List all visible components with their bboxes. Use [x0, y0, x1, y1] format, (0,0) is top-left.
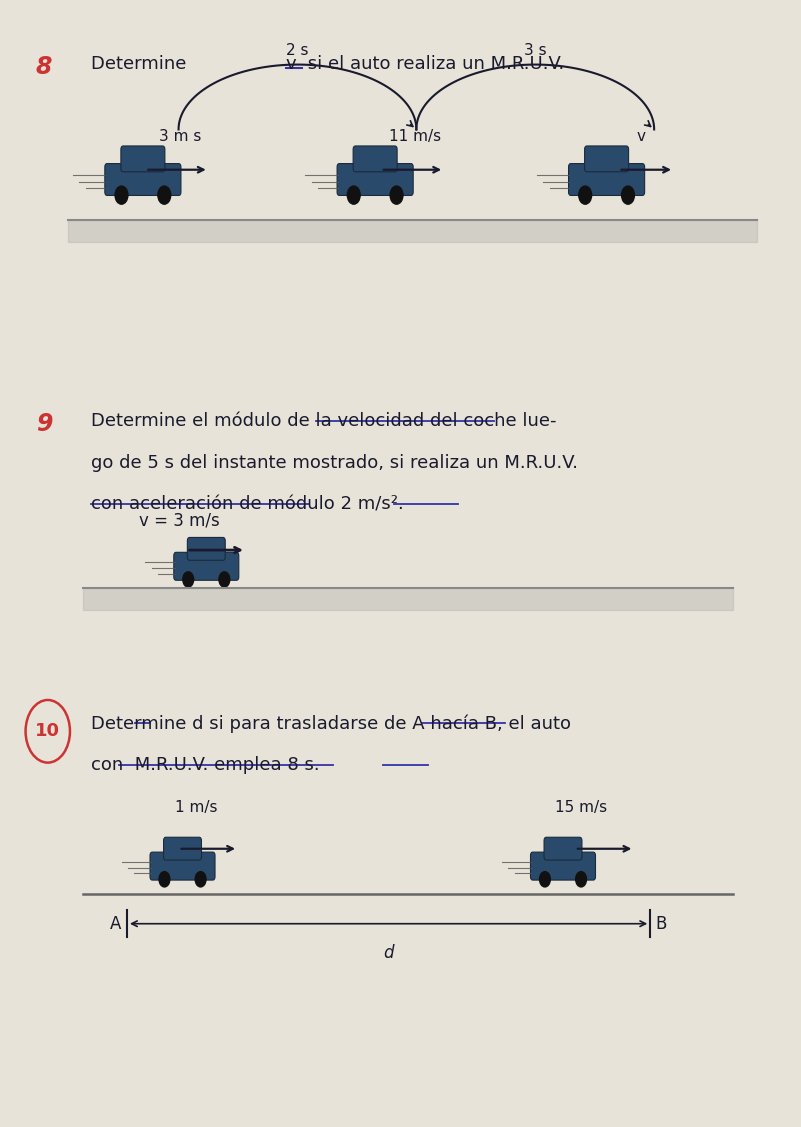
FancyBboxPatch shape [163, 837, 202, 860]
Text: si el auto realiza un M.R.U.V.: si el auto realiza un M.R.U.V. [302, 54, 565, 72]
Text: 10: 10 [35, 722, 60, 740]
Text: 8: 8 [36, 54, 52, 79]
Text: B: B [656, 915, 667, 933]
Circle shape [576, 871, 586, 887]
FancyBboxPatch shape [121, 147, 165, 171]
Text: v = 3 m/s: v = 3 m/s [139, 512, 219, 530]
Text: 3 s: 3 s [524, 43, 546, 57]
FancyBboxPatch shape [174, 552, 239, 580]
Circle shape [390, 186, 403, 204]
Circle shape [183, 571, 194, 587]
Text: Determine d si para trasladarse de A hacía B, el auto: Determine d si para trasladarse de A hac… [91, 715, 571, 733]
Text: go de 5 s del instante mostrado, si realiza un M.R.U.V.: go de 5 s del instante mostrado, si real… [91, 454, 578, 472]
Circle shape [579, 186, 592, 204]
FancyBboxPatch shape [353, 147, 397, 171]
Circle shape [159, 871, 170, 887]
Text: 3 m s: 3 m s [159, 128, 201, 144]
FancyBboxPatch shape [150, 852, 215, 880]
FancyBboxPatch shape [569, 163, 645, 195]
Text: Determine: Determine [91, 54, 192, 72]
Text: A: A [110, 915, 122, 933]
Text: 9: 9 [36, 412, 52, 436]
Circle shape [158, 186, 171, 204]
Text: 2 s: 2 s [286, 43, 308, 57]
Text: 11 m/s: 11 m/s [388, 128, 441, 144]
FancyBboxPatch shape [105, 163, 181, 195]
Text: d: d [384, 943, 394, 961]
Circle shape [219, 571, 230, 587]
Circle shape [622, 186, 634, 204]
Circle shape [115, 186, 128, 204]
Text: v: v [637, 128, 646, 144]
Text: v: v [286, 54, 296, 72]
Text: 15 m/s: 15 m/s [555, 800, 607, 815]
Circle shape [195, 871, 206, 887]
Text: Determine el módulo de la velocidad del coche lue-: Determine el módulo de la velocidad del … [91, 412, 557, 431]
Text: 1 m/s: 1 m/s [175, 800, 217, 815]
FancyBboxPatch shape [530, 852, 595, 880]
FancyBboxPatch shape [187, 538, 225, 560]
Circle shape [540, 871, 550, 887]
Circle shape [348, 186, 360, 204]
Text: con  M.R.U.V. emplea 8 s.: con M.R.U.V. emplea 8 s. [91, 756, 320, 774]
Text: con aceleración de módulo 2 m/s².: con aceleración de módulo 2 m/s². [91, 495, 405, 513]
FancyBboxPatch shape [544, 837, 582, 860]
FancyBboxPatch shape [337, 163, 413, 195]
FancyBboxPatch shape [585, 147, 629, 171]
